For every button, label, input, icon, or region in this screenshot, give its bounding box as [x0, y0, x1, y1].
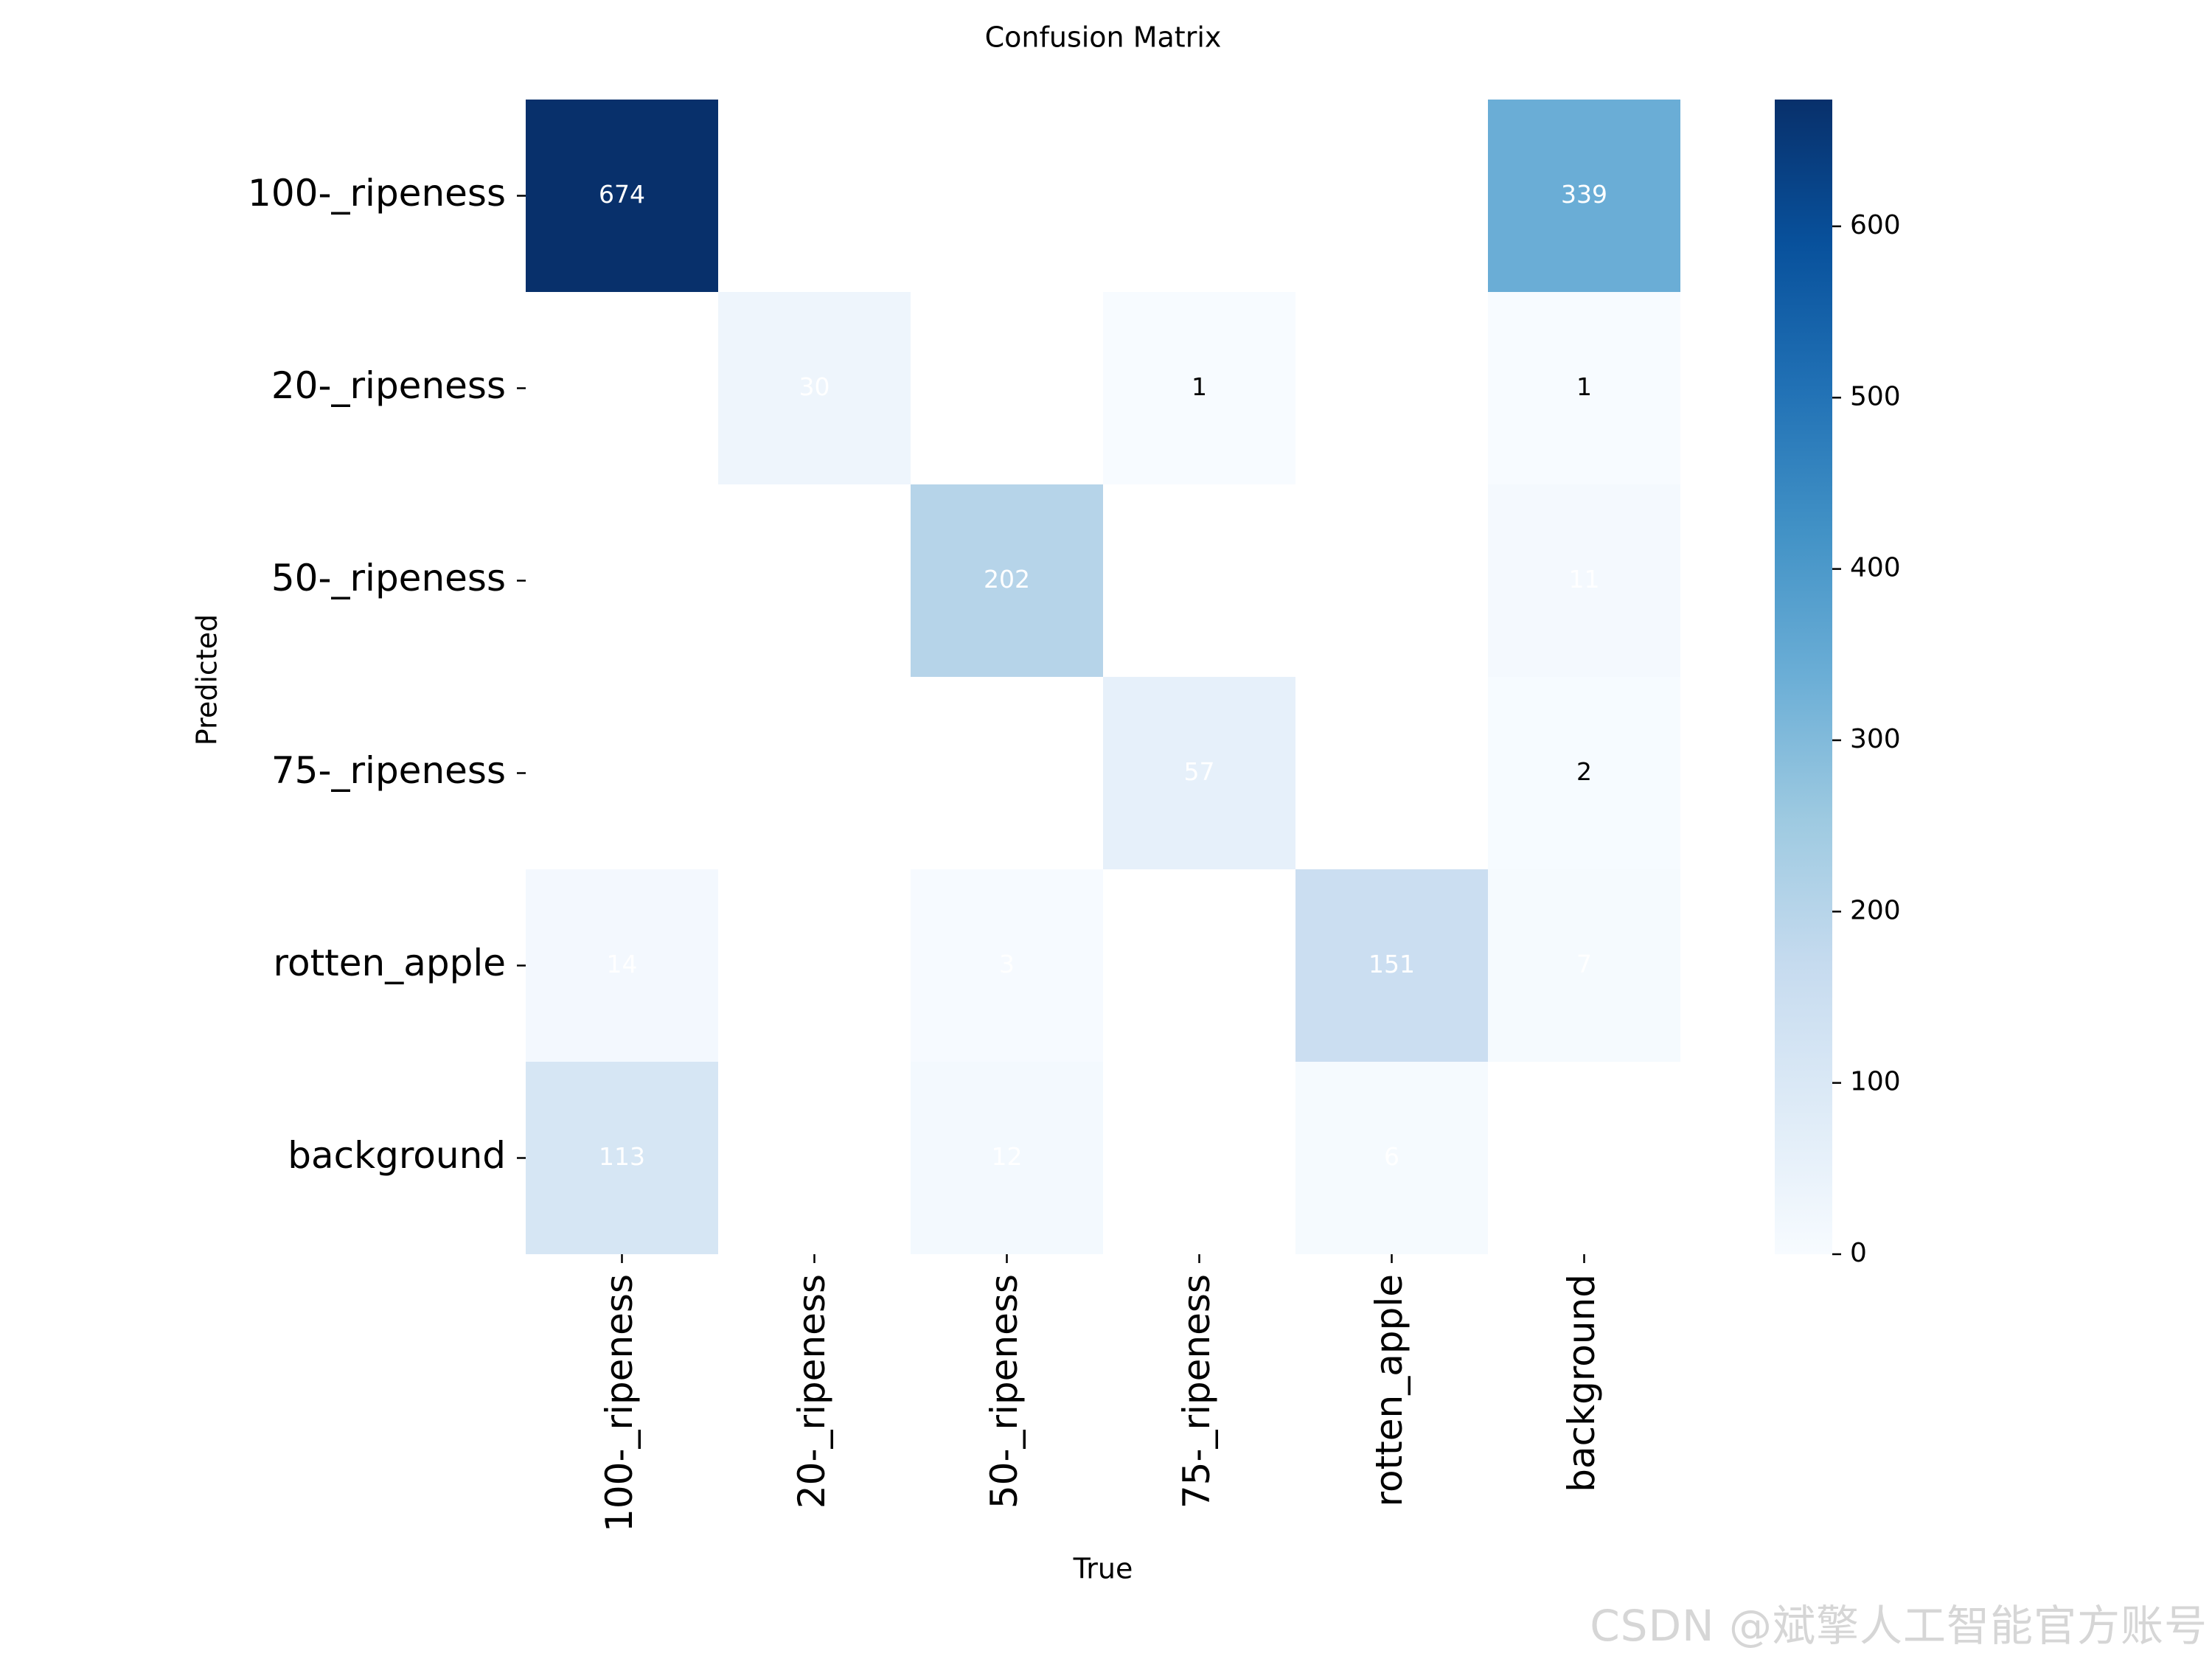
heatmap-cell	[1488, 869, 1680, 1062]
x-tick-label: 100-_ripeness	[598, 1274, 641, 1532]
colorbar-tick-label: 400	[1850, 553, 1901, 583]
y-tick-label: rotten_apple	[274, 942, 506, 984]
cell-value-label: 1	[1192, 372, 1207, 401]
colorbar-tick-label: 0	[1850, 1238, 1867, 1268]
heatmap-cell	[1103, 292, 1295, 484]
x-tick-label: 50-_ripeness	[983, 1274, 1026, 1509]
cell-value-label: 339	[1561, 180, 1607, 209]
chart-title: Confusion Matrix	[985, 21, 1222, 54]
cell-value-label: 6	[1384, 1142, 1399, 1171]
x-tick-labels: 100-_ripeness 20-_ripeness 50-_ripeness 75-…	[598, 1254, 1603, 1532]
heatmap-cell	[718, 292, 911, 484]
cell-value-label: 57	[1184, 757, 1215, 786]
heatmap-cell	[1488, 100, 1680, 292]
y-tick-label: 20-_ripeness	[271, 364, 506, 407]
y-tick-labels: 100-_ripeness 20-_ripeness 50-_ripeness 75-…	[248, 172, 526, 1177]
colorbar-tick-label: 500	[1850, 381, 1901, 411]
y-tick-label: 75-_ripeness	[271, 749, 506, 792]
heatmap-cell	[1103, 677, 1295, 869]
x-tick-label: background	[1560, 1274, 1603, 1492]
y-tick-label: background	[288, 1134, 506, 1177]
heatmap-cell	[526, 100, 718, 292]
cell-value-label: 113	[599, 1142, 645, 1171]
colorbar-tick-label: 100	[1850, 1067, 1901, 1097]
x-tick-label: 20-_ripeness	[790, 1274, 833, 1509]
heatmap-cell	[911, 484, 1103, 677]
cell-value-label: 3	[999, 950, 1015, 978]
cell-value-label: 202	[984, 565, 1030, 594]
heatmap-cell	[911, 869, 1103, 1062]
x-tick-label: 75-_ripeness	[1175, 1274, 1218, 1509]
colorbar-ticks: 0 100 200 300 400 500 600	[1832, 210, 1901, 1268]
colorbar-tick-label: 600	[1850, 210, 1901, 240]
heatmap-cell	[1488, 484, 1680, 677]
y-axis-label: Predicted	[191, 614, 223, 745]
cell-value-label: 151	[1368, 950, 1415, 978]
cell-value-label: 674	[599, 180, 645, 209]
colorbar	[1775, 100, 1832, 1254]
y-tick-label: 100-_ripeness	[248, 172, 506, 215]
cell-value-label: 2	[1576, 757, 1592, 786]
colorbar-tick-label: 300	[1850, 724, 1901, 754]
y-tick-label: 50-_ripeness	[271, 557, 506, 599]
heatmap-cell	[1488, 292, 1680, 484]
heatmap-cell	[526, 869, 718, 1062]
cell-value-label: 30	[799, 372, 830, 401]
heatmap-cell	[1295, 869, 1488, 1062]
heatmap-cell	[911, 1062, 1103, 1254]
cell-value-label: 14	[607, 950, 638, 978]
x-tick-label: rotten_apple	[1368, 1274, 1411, 1506]
watermark: CSDN @斌擎人工智能官方账号	[1590, 1601, 2208, 1651]
heatmap-cell	[1488, 677, 1680, 869]
cell-value-label: 12	[992, 1142, 1023, 1171]
cell-value-label: 7	[1576, 950, 1592, 978]
colorbar-tick-label: 200	[1850, 895, 1901, 925]
cell-value-label: 11	[1569, 565, 1600, 594]
cell-value-label: 1	[1576, 372, 1592, 401]
heatmap-cell	[526, 1062, 718, 1254]
x-axis-label: True	[1073, 1553, 1133, 1585]
heatmap-cell	[1295, 1062, 1488, 1254]
